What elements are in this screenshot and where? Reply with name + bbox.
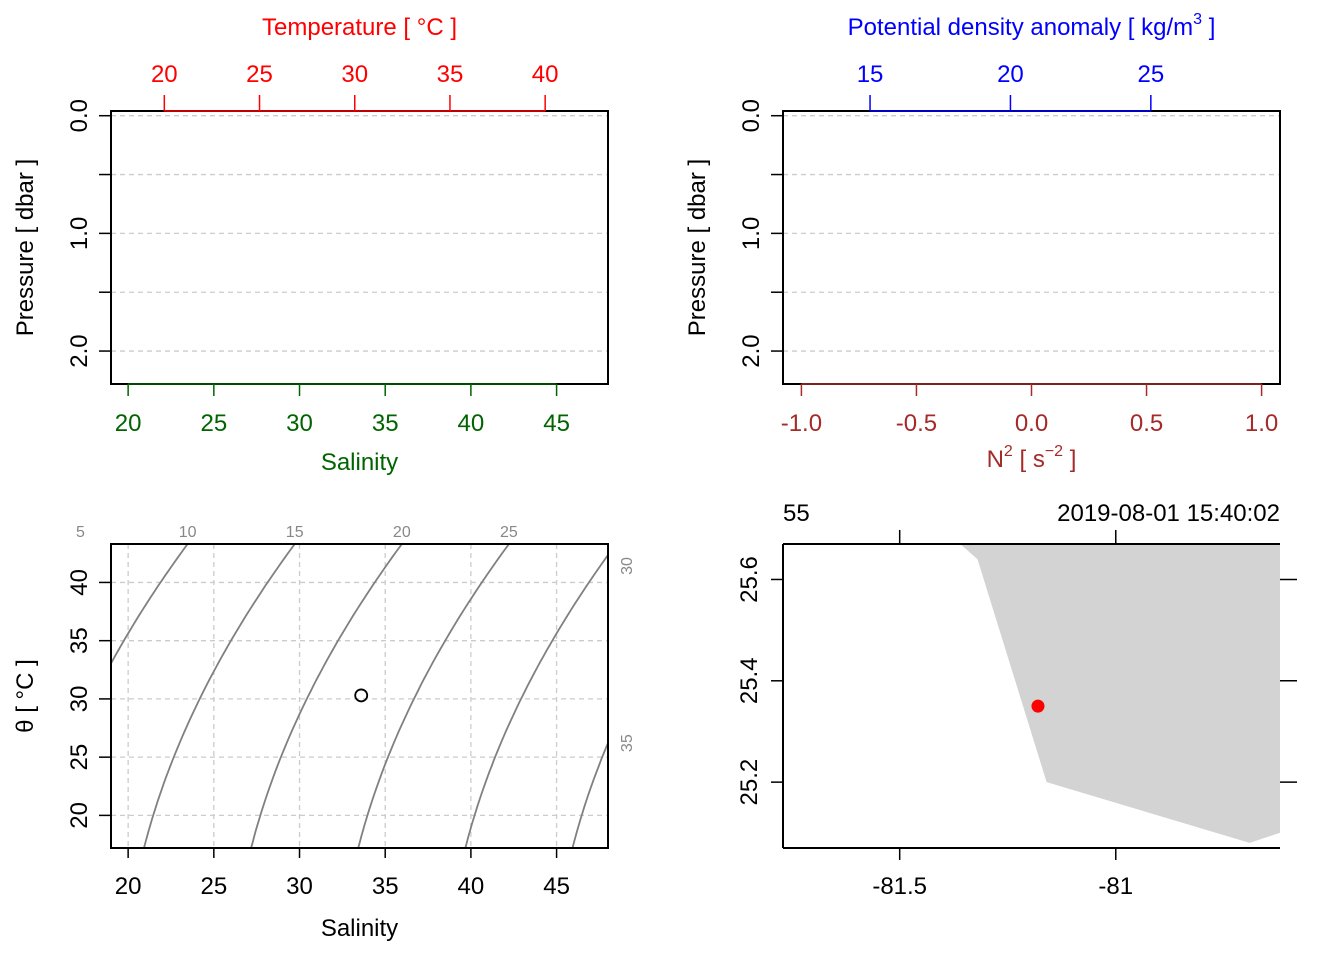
y-tick-label: 0.0 [66,99,93,132]
x-bottom-axis-title-mid: [ s [1013,446,1045,473]
x-bottom-tick-label: 40 [458,410,485,437]
x-axis-title: Salinity [321,915,398,942]
x-top-axis-title-main: Potential density anomaly [ kg/m [848,14,1194,41]
station-id-label: 55 [783,500,810,527]
isopycnal-label: 35 [619,734,636,752]
y-tick-label: 2.0 [66,334,93,367]
plot-frame [110,110,609,385]
ts-data-point [354,688,369,703]
x-top-tick-label: 30 [341,61,368,88]
y-tick-label: 1.0 [738,217,765,250]
x-top-tick-label: 35 [437,61,464,88]
x-tick-label: 30 [286,873,313,900]
x-top-axis-title-end: ] [1202,14,1215,41]
x-bottom-tick-label: -1.0 [781,410,822,437]
x-top-tick-label: 25 [1137,61,1164,88]
isopycnal-line [143,544,296,848]
station-time-label: 2019-08-01 15:40:02 [1057,500,1280,527]
x-bottom-axis-title-sup: 2 [1004,443,1013,460]
y-tick-label: 20 [66,802,93,829]
isopycnal-line [571,740,608,848]
isopycnal-label: 15 [286,524,304,541]
isopycnal-label: 20 [393,524,411,541]
x-tick-label: -81 [1098,873,1133,900]
isopycnal-line [357,544,511,848]
y-axis-title: Pressure [ dbar ] [12,159,39,336]
y-tick-label: 25 [66,744,93,771]
plot-frame [110,543,609,849]
x-bottom-tick-label: 45 [543,410,570,437]
y-tick-label: 25.4 [736,657,763,704]
y-tick-label: 1.0 [66,217,93,250]
ts-diagram-panel: 5 10 15 20 25 30 35 20 25 30 35 40 45 Salinity 20 25 30 3… [12,524,636,942]
x-bottom-axis-title-sup2: −2 [1045,443,1063,460]
isopycnal-label: 5 [76,524,85,541]
isopycnal-line [464,553,608,848]
x-bottom-tick-label: 25 [200,410,227,437]
density-n2-profile-panel: 0.0 1.0 2.0 Pressure [ dbar ] -1.0 -0.5 0.0 0.5… [684,11,1281,473]
x-top-axis-title: Potential density anomaly [ kg/m3 ] [848,11,1216,41]
x-tick-label: 40 [458,873,485,900]
x-tick-label: 20 [115,873,142,900]
y-axis-title: θ [ °C ] [12,659,39,733]
x-top-axis-title: Temperature [ °C ] [262,14,457,41]
temperature-salinity-profile-panel: 0.0 1.0 2.0 Pressure [ dbar ] 20 25 30 35 40 45 20… [12,14,609,476]
x-bottom-axis-title-end: ] [1063,446,1076,473]
y-tick-label: 40 [66,569,93,596]
y-tick-label: 35 [66,627,93,654]
plot-frame [782,110,1281,385]
x-bottom-axis-title: N2 [ s−2 ] [987,443,1077,473]
y-axis-title: Pressure [ dbar ] [684,159,711,336]
x-top-tick-label: 20 [997,61,1024,88]
x-tick-label: 25 [200,873,227,900]
x-bottom-tick-label: 30 [286,410,313,437]
x-bottom-tick-label: 1.0 [1245,410,1278,437]
x-top-tick-label: 15 [857,61,884,88]
x-bottom-axis-title-main: N [987,446,1004,473]
x-tick-label: 45 [543,873,570,900]
x-top-axis-title-sup: 3 [1193,11,1202,28]
x-top-tick-label: 25 [246,61,273,88]
isopycnal-group [111,544,608,848]
x-top-tick-label: 40 [532,61,559,88]
y-tick-label: 25.6 [736,556,763,603]
x-tick-label: -81.5 [872,873,927,900]
x-bottom-tick-label: -0.5 [896,410,937,437]
x-bottom-tick-label: 20 [115,410,142,437]
y-tick-label: 2.0 [738,334,765,367]
isopycnal-label: 10 [179,524,197,541]
land-polygon [960,544,1280,843]
y-tick-label: 0.0 [738,99,765,132]
isopycnal-label: 25 [500,524,518,541]
isopycnal-line [111,544,189,666]
location-map-panel: -81.5 -81 25.2 25.4 25.6 55 2019-08-01 15:40:0… [736,500,1297,900]
x-bottom-axis-title: Salinity [321,449,398,476]
y-tick-label: 25.2 [736,759,763,806]
station-marker [1031,699,1045,713]
x-top-tick-label: 20 [151,61,178,88]
isopycnal-label: 30 [619,557,636,575]
isopycnal-line [250,544,403,848]
x-bottom-tick-label: 0.0 [1015,410,1048,437]
x-bottom-tick-label: 35 [372,410,399,437]
x-bottom-tick-label: 0.5 [1130,410,1163,437]
y-tick-label: 30 [66,686,93,713]
x-tick-label: 35 [372,873,399,900]
